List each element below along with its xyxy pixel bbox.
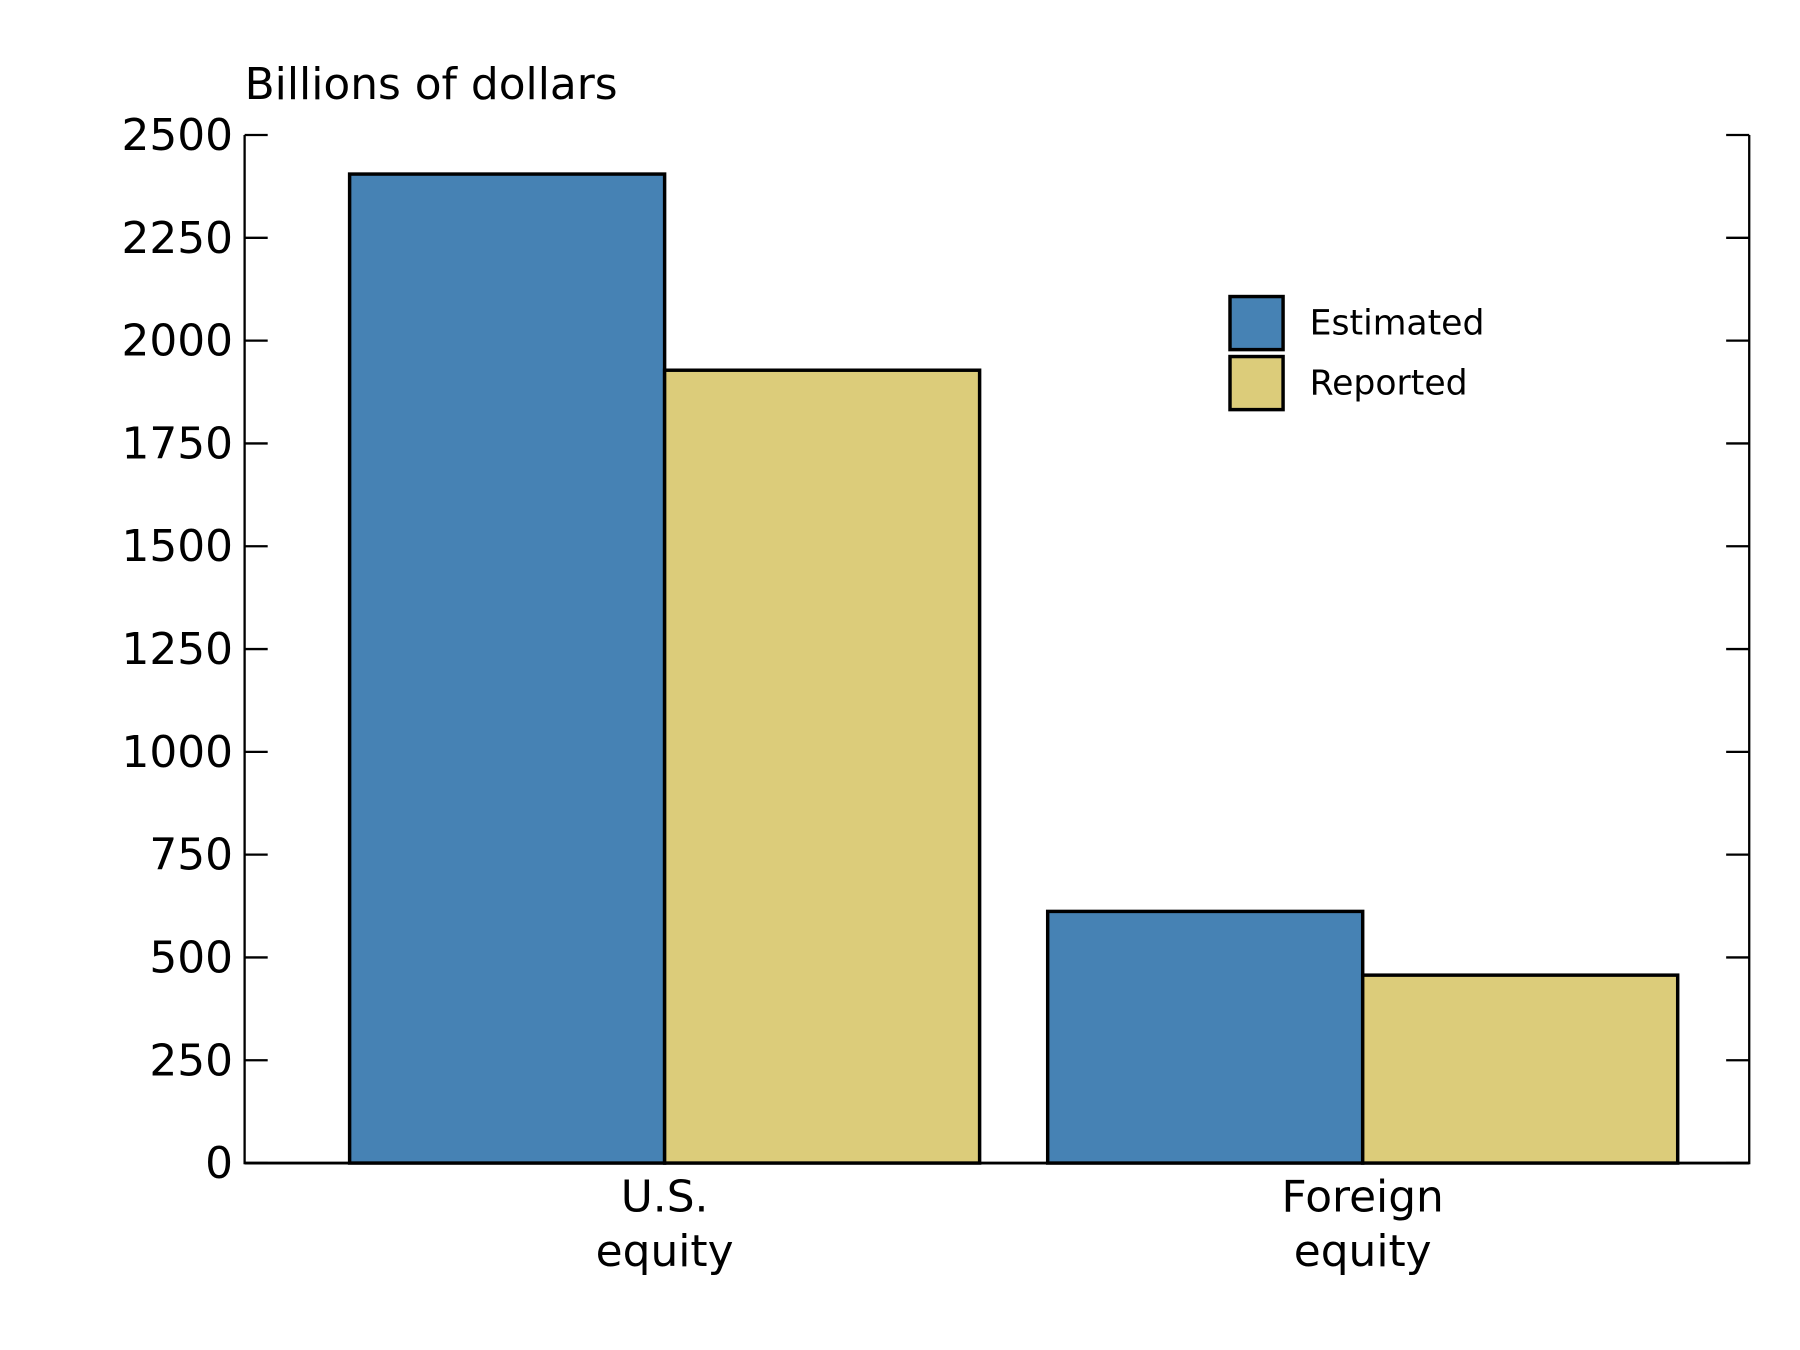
y-tick-label: 1500 bbox=[122, 521, 234, 572]
y-axis-label: Billions of dollars bbox=[245, 59, 618, 110]
x-category-label: equity bbox=[596, 1226, 734, 1277]
legend-label-estimated: Estimated bbox=[1310, 304, 1485, 344]
y-tick-label: 2500 bbox=[122, 110, 234, 161]
y-tick-label: 2000 bbox=[122, 316, 234, 367]
legend-swatch-estimated bbox=[1228, 294, 1285, 352]
legend-swatch-reported bbox=[1228, 354, 1285, 412]
y-tick-label: 1750 bbox=[122, 418, 234, 469]
y-tick-label: 500 bbox=[149, 932, 233, 983]
y-tick-label: 750 bbox=[149, 830, 233, 881]
y-tick-label: 1250 bbox=[122, 624, 234, 675]
bar-estimated-1 bbox=[1045, 909, 1365, 1165]
bar-reported-1 bbox=[1360, 973, 1680, 1165]
x-category-label: Foreign bbox=[1282, 1172, 1444, 1223]
bar-reported-0 bbox=[662, 368, 982, 1165]
y-tick-label: 1000 bbox=[122, 727, 234, 778]
y-tick-label: 2250 bbox=[122, 213, 234, 264]
y-tick-label: 0 bbox=[205, 1138, 233, 1189]
legend-label-reported: Reported bbox=[1310, 364, 1468, 404]
y-tick-label: 250 bbox=[149, 1035, 233, 1086]
x-category-label: equity bbox=[1294, 1226, 1432, 1277]
bar-estimated-0 bbox=[347, 172, 667, 1165]
x-category-label: U.S. bbox=[621, 1172, 709, 1223]
